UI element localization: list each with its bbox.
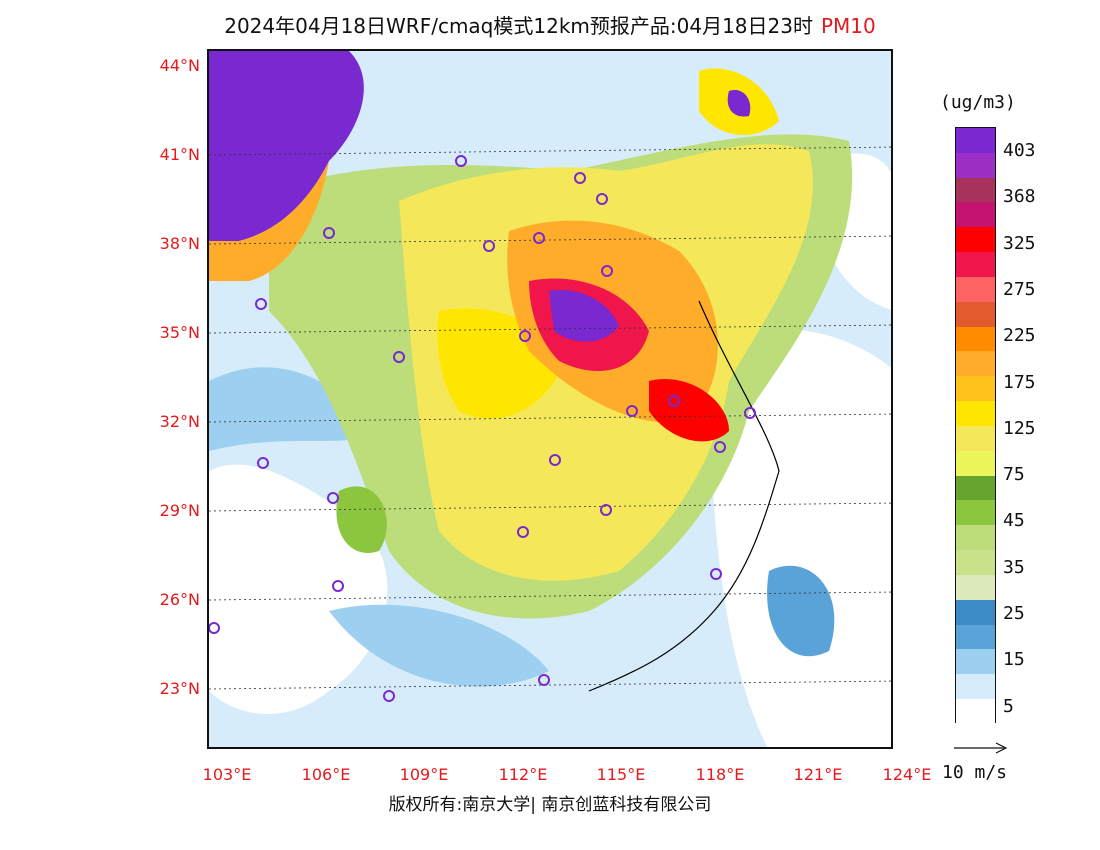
lon-label-106: 106°E <box>301 765 351 784</box>
lat-label-44: 44°N <box>159 56 200 75</box>
lat-label-32: 32°N <box>159 412 200 431</box>
colorbar-label: 15 <box>1003 649 1025 671</box>
lat-label-41: 41°N <box>159 145 200 164</box>
colorbar-segment <box>956 574 995 600</box>
colorbar-segment <box>956 475 995 501</box>
colorbar-segment <box>956 351 995 377</box>
colorbar-segment <box>956 401 995 426</box>
colorbar-segment <box>956 326 995 352</box>
colorbar-label: 368 <box>1003 186 1036 208</box>
colorbar-label: 175 <box>1003 371 1036 393</box>
legend-units: (ug/m3) <box>940 92 1016 113</box>
lat-label-23: 23°N <box>159 679 200 698</box>
lat-label-38: 38°N <box>159 234 200 253</box>
colorbar-segment <box>956 301 995 327</box>
colorbar-label: 225 <box>1003 325 1036 347</box>
lon-label-103: 103°E <box>202 765 252 784</box>
colorbar-segment <box>956 624 995 650</box>
colorbar-segment <box>956 376 995 402</box>
colorbar-segment <box>956 550 995 575</box>
colorbar-label: 75 <box>1003 464 1025 486</box>
colorbar-segment <box>956 649 995 675</box>
wind-reference-label: 10 m/s <box>942 762 1008 783</box>
lon-label-121: 121°E <box>793 765 843 784</box>
pollutant-label: PM10 <box>820 14 876 38</box>
colorbar-segment <box>956 227 995 253</box>
lon-label-124: 124°E <box>882 765 932 784</box>
colorbar-segment <box>956 500 995 526</box>
colorbar-label: 5 <box>1003 695 1014 717</box>
colorbar-segment <box>956 276 995 302</box>
lon-label-115: 115°E <box>596 765 646 784</box>
title-text: 2024年04月18日WRF/cmaq模式12km预报产品:04月18日23时 <box>224 14 813 38</box>
colorbar-label: 45 <box>1003 510 1025 532</box>
concentration-field <box>209 51 891 747</box>
colorbar-label: 325 <box>1003 232 1036 254</box>
colorbar-segment <box>956 177 995 203</box>
lat-label-35: 35°N <box>159 323 200 342</box>
forecast-map <box>207 49 893 749</box>
lon-label-118: 118°E <box>695 765 745 784</box>
lon-label-109: 109°E <box>399 765 449 784</box>
lat-label-29: 29°N <box>159 501 200 520</box>
colorbar-label: 25 <box>1003 603 1025 624</box>
colorbar-label: 403 <box>1003 140 1036 161</box>
colorbar <box>955 127 996 724</box>
colorbar-label: 125 <box>1003 417 1036 439</box>
lat-label-26: 26°N <box>159 590 200 609</box>
colorbar-segment <box>956 252 995 277</box>
colorbar-segment <box>956 599 995 625</box>
colorbar-segment <box>956 525 995 551</box>
colorbar-segment <box>956 674 995 700</box>
colorbar-segment <box>956 152 995 178</box>
colorbar-segment <box>956 128 995 153</box>
colorbar-segment <box>956 450 995 476</box>
colorbar-segment <box>956 699 995 724</box>
lon-label-112: 112°E <box>498 765 548 784</box>
colorbar-label: 35 <box>1003 556 1025 578</box>
map-title: 2024年04月18日WRF/cmaq模式12km预报产品:04月18日23时 P… <box>0 10 1100 39</box>
colorbar-segment <box>956 425 995 451</box>
wind-reference-arrow <box>954 742 1008 754</box>
colorbar-label: 275 <box>1003 278 1036 300</box>
copyright-footer: 版权所有:南京大学| 南京创蓝科技有限公司 <box>388 795 712 815</box>
colorbar-segment <box>956 202 995 228</box>
